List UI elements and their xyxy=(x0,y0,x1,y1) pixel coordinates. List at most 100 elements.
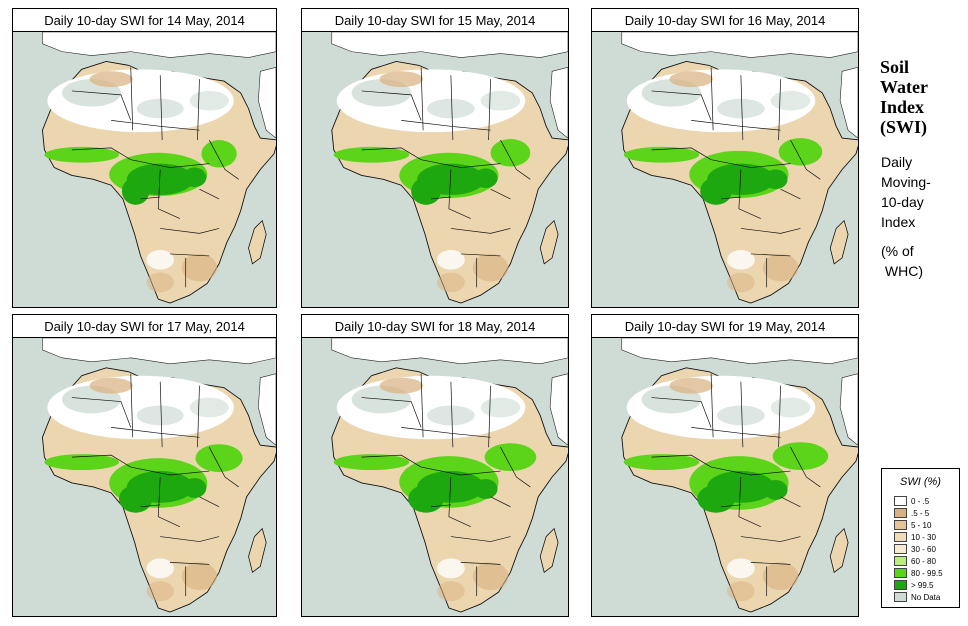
panel-title-5: Daily 10-day SWI for 18 May, 2014 xyxy=(301,314,569,338)
madagascar-landmass xyxy=(248,527,267,573)
country-border xyxy=(421,466,501,476)
legend-item: 30 - 60 xyxy=(894,544,936,554)
country-border xyxy=(421,159,501,168)
legend-label: 80 - 99.5 xyxy=(911,568,943,578)
country-border xyxy=(157,169,180,219)
dry-patch xyxy=(472,562,509,591)
country-border xyxy=(651,90,712,121)
europe-landmass xyxy=(621,338,858,365)
legend-swatch xyxy=(894,496,907,506)
moist-region xyxy=(195,444,243,473)
country-border xyxy=(111,427,200,438)
nodata-patch xyxy=(136,98,184,119)
country-border xyxy=(361,397,422,428)
country-border xyxy=(450,228,511,234)
country-border xyxy=(740,75,744,141)
description-line: Index xyxy=(881,214,916,230)
dry-patch xyxy=(472,253,509,282)
nodata-patch xyxy=(427,98,475,119)
legend-label: 10 - 30 xyxy=(911,532,936,542)
legend-label: 5 - 10 xyxy=(911,520,932,530)
dry-patch xyxy=(669,377,714,394)
country-border xyxy=(208,447,239,488)
moist-region xyxy=(490,139,531,167)
description-line: 10-day xyxy=(881,194,924,210)
wet-region xyxy=(408,484,444,513)
country-border xyxy=(460,253,501,257)
moist-region xyxy=(484,443,537,472)
moist-belt xyxy=(333,454,410,471)
kalahari-region xyxy=(146,250,174,270)
kalahari-region xyxy=(146,558,174,579)
country-border xyxy=(740,381,744,448)
madagascar-landmass xyxy=(539,219,559,265)
country-border xyxy=(738,476,761,527)
dry-patch xyxy=(436,581,465,602)
legend-swatch xyxy=(894,532,907,542)
legend-item: 60 - 80 xyxy=(894,556,936,566)
legend-item: 0 - .5 xyxy=(894,496,929,506)
nodata-patch xyxy=(770,397,811,418)
country-border xyxy=(740,228,801,234)
country-border xyxy=(720,504,741,508)
kalahari-region xyxy=(726,250,755,270)
country-border xyxy=(430,504,451,508)
legend-item: 5 - 10 xyxy=(894,520,931,530)
dry-patch xyxy=(146,272,174,293)
dry-patch xyxy=(89,377,133,394)
wet-region xyxy=(121,177,150,205)
moist-belt xyxy=(623,146,700,163)
country-border xyxy=(460,562,501,565)
legend-label: > 99.5 xyxy=(911,580,934,590)
madagascar-landmass xyxy=(829,527,849,573)
wet-region xyxy=(763,479,788,500)
country-border xyxy=(448,169,471,219)
panel-title-4: Daily 10-day SWI for 17 May, 2014 xyxy=(12,314,277,338)
country-border xyxy=(651,147,712,160)
wet-region xyxy=(118,484,153,513)
legend-item: > 99.5 xyxy=(894,580,933,590)
wet-region xyxy=(473,478,498,499)
country-border xyxy=(71,147,131,160)
legend-swatch xyxy=(894,508,907,518)
country-border xyxy=(430,196,451,200)
swi-map-2 xyxy=(301,31,569,308)
country-border xyxy=(500,139,531,180)
arabia-landmass xyxy=(258,67,276,139)
arabia-landmass xyxy=(549,67,568,139)
index-title-line: Water xyxy=(880,77,928,97)
country-border xyxy=(159,381,163,448)
dry-patch xyxy=(726,272,755,293)
country-border xyxy=(490,496,511,508)
country-border xyxy=(361,454,422,468)
madagascar-landmass xyxy=(248,219,267,265)
arabia-landmass xyxy=(258,373,276,446)
country-border xyxy=(790,447,821,488)
country-border xyxy=(160,536,220,542)
country-border xyxy=(169,253,210,257)
dry-patch xyxy=(762,562,799,591)
legend-item: .5 - 5 xyxy=(894,508,929,518)
units-line: WHC) xyxy=(881,263,923,279)
moist-belt xyxy=(333,146,410,163)
legend-item: 10 - 30 xyxy=(894,532,936,542)
country-border xyxy=(130,466,210,476)
country-border xyxy=(199,188,220,200)
legend-swatch xyxy=(894,544,907,554)
swi-map-3 xyxy=(591,31,859,308)
africa-map-graphic xyxy=(302,338,568,616)
country-border xyxy=(740,536,801,542)
moist-belt xyxy=(623,454,700,471)
kalahari-region xyxy=(726,558,755,579)
nodata-patch xyxy=(717,98,765,119)
country-border xyxy=(691,427,781,438)
wet-region xyxy=(763,169,788,190)
wet-region xyxy=(697,484,735,513)
country-border xyxy=(711,159,791,168)
europe-landmass xyxy=(621,32,858,58)
country-border xyxy=(401,427,491,438)
dry-patch xyxy=(379,71,424,87)
country-border xyxy=(130,373,134,438)
country-border xyxy=(720,196,741,200)
index-units: (% of WHC) xyxy=(881,241,961,281)
